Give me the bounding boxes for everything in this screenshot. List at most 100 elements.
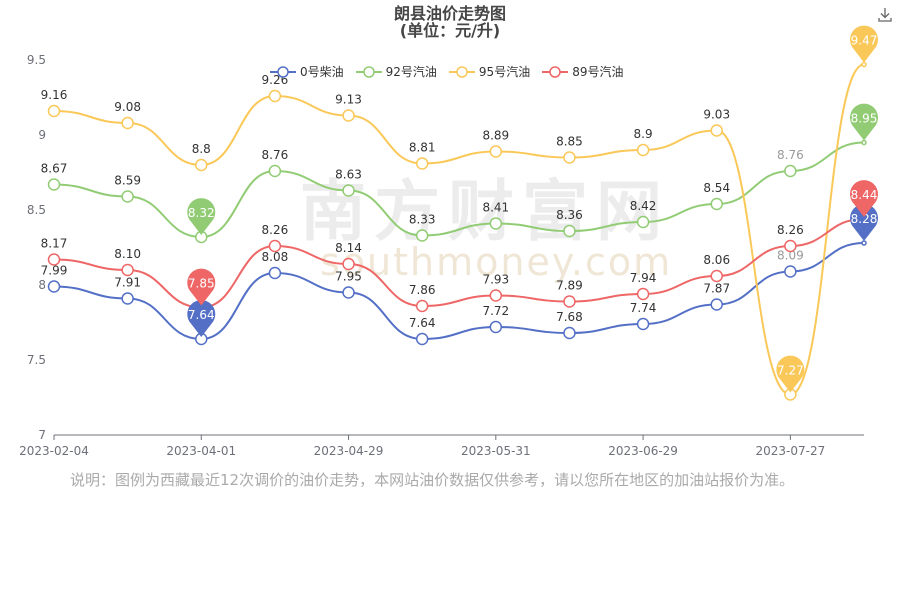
- data-label: 8.59: [114, 174, 141, 188]
- data-point: [636, 317, 650, 331]
- marker-label: 8.44: [851, 188, 878, 202]
- data-point: [268, 266, 282, 280]
- series-line-3: [53, 218, 865, 309]
- data-point: [710, 197, 723, 211]
- legend-label: 0号柴油: [300, 65, 344, 79]
- data-point: [563, 326, 576, 340]
- data-label: 8.09: [777, 249, 804, 263]
- data-point: [784, 164, 797, 178]
- data-point: [342, 109, 355, 122]
- data-label: 8.85: [556, 135, 583, 149]
- legend-item[interactable]: 95号汽油: [448, 63, 531, 80]
- data-point: [861, 61, 867, 68]
- data-label: 8.81: [409, 141, 436, 155]
- legend-symbol: [355, 65, 382, 78]
- data-label: 8.42: [630, 199, 657, 213]
- marker-pin: [850, 103, 879, 141]
- data-label: 8.26: [777, 223, 804, 237]
- data-point: [47, 178, 61, 191]
- data-point: [861, 139, 867, 146]
- legend-label: 95号汽油: [478, 65, 531, 79]
- y-tick-label: 7.5: [27, 353, 46, 367]
- data-point: [710, 269, 723, 283]
- y-tick-label: 8.5: [27, 203, 46, 217]
- data-label: 7.72: [482, 304, 509, 318]
- data-label: 8.14: [335, 241, 362, 255]
- data-label: 8.76: [777, 148, 804, 162]
- data-point: [489, 320, 503, 334]
- x-tick-label: 2023-07-27: [755, 444, 825, 458]
- marker-pin: [776, 355, 805, 393]
- data-point: [121, 190, 134, 203]
- data-point: [563, 295, 576, 308]
- data-point: [342, 257, 355, 271]
- data-point: [195, 158, 208, 172]
- data-point: [710, 298, 723, 311]
- data-point: [121, 292, 134, 305]
- data-label: 7.93: [482, 273, 509, 287]
- data-label: 8.17: [41, 237, 68, 251]
- data-label: 7.91: [114, 276, 141, 290]
- data-label: 7.94: [630, 271, 657, 285]
- data-label: 7.95: [335, 270, 362, 284]
- data-label: 8.41: [482, 201, 509, 215]
- marker-pin: [850, 25, 879, 63]
- marker-label: 8.95: [851, 112, 878, 126]
- data-label: 7.64: [409, 316, 436, 330]
- download-icon[interactable]: [876, 6, 894, 24]
- data-point: [268, 239, 282, 253]
- data-point: [415, 299, 429, 313]
- y-tick-label: 7: [38, 428, 46, 442]
- data-point: [415, 332, 429, 346]
- data-point: [636, 215, 650, 229]
- data-label: 8.36: [556, 208, 583, 222]
- legend-item[interactable]: 89号汽油: [542, 63, 623, 80]
- x-tick-label: 2023-05-31: [461, 444, 531, 458]
- data-label: 7.89: [556, 279, 583, 293]
- data-point: [636, 287, 650, 301]
- data-point: [710, 124, 723, 137]
- data-label: 8.8: [192, 142, 211, 156]
- series-line-0: [53, 242, 865, 341]
- legend-label: 92号汽油: [385, 65, 437, 79]
- marker-label: 8.32: [188, 206, 215, 220]
- data-label: 8.89: [482, 129, 509, 143]
- watermark: 南方财富网: [300, 172, 670, 250]
- data-label: 9.16: [41, 88, 68, 102]
- data-point: [47, 253, 61, 266]
- chart-note: 说明：图例为西藏最近12次调价的油价走势，本网站油价数据仅供参考，请以您所在地区…: [70, 471, 795, 489]
- y-tick-label: 9: [38, 128, 46, 142]
- data-point: [342, 286, 355, 299]
- data-point: [268, 164, 282, 178]
- data-point: [636, 143, 650, 157]
- data-label: 9.03: [703, 108, 730, 122]
- chart-title: 朗县油价走势图: [393, 4, 506, 23]
- data-label: 9.08: [114, 100, 141, 114]
- data-label: 7.74: [630, 301, 657, 315]
- data-label: 8.08: [262, 250, 289, 264]
- data-label: 7.99: [41, 264, 68, 278]
- data-label: 9.13: [335, 93, 362, 107]
- chart-subtitle: (单位：元/升): [399, 21, 501, 40]
- data-point: [121, 116, 134, 130]
- y-tick-label: 8: [38, 278, 46, 292]
- data-point: [415, 229, 429, 242]
- data-point: [489, 217, 503, 230]
- legend-item[interactable]: 92号汽油: [355, 63, 437, 80]
- data-label: 7.87: [703, 282, 730, 296]
- chart-legend: 0号柴油 92号汽油 95号汽油 89号汽油: [270, 63, 635, 81]
- data-label: 8.9: [634, 127, 653, 141]
- data-point: [268, 89, 282, 103]
- y-tick-label: 9.5: [27, 53, 46, 67]
- data-point: [861, 240, 867, 246]
- x-tick-label: 2023-04-01: [166, 444, 236, 458]
- data-label: 8.63: [335, 168, 362, 182]
- legend-item[interactable]: 0号柴油: [270, 63, 344, 80]
- marker-pin: [187, 268, 216, 306]
- marker-pin: [850, 204, 879, 241]
- data-point: [563, 151, 576, 164]
- data-point: [489, 145, 503, 158]
- marker-label: 9.47: [851, 34, 878, 48]
- marker-pin: [850, 180, 879, 217]
- data-label: 7.86: [409, 283, 436, 297]
